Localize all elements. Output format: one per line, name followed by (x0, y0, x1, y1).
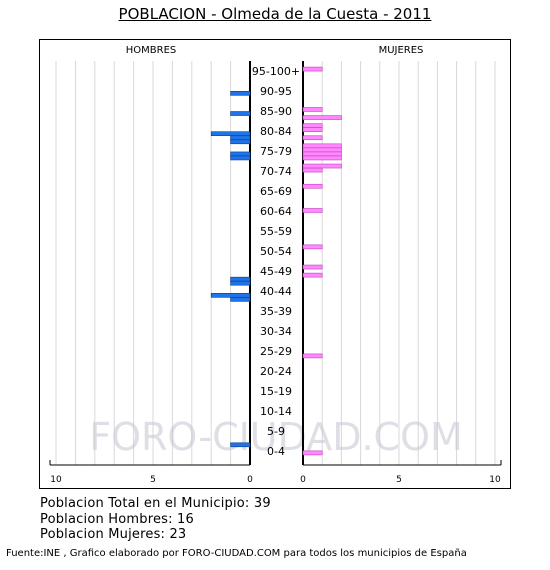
age-label: 45-49 (260, 265, 292, 278)
age-label: 25-29 (260, 345, 292, 358)
bar-mujeres (302, 66, 323, 72)
age-label: 85-90 (260, 105, 292, 118)
bar-mujeres (302, 244, 323, 250)
bar-mujeres (302, 272, 323, 278)
age-label: 50-54 (260, 245, 292, 258)
bar-hombres (230, 442, 251, 448)
bar-hombres (230, 139, 251, 145)
x-tick-label: 5 (396, 475, 402, 485)
bar-mujeres (302, 353, 323, 359)
bar-mujeres (302, 127, 323, 132)
bar-hombres (230, 91, 251, 96)
header-hombres: HOMBRES (126, 45, 177, 56)
age-label: 65-69 (260, 185, 292, 198)
population-pyramid: FORO-CIUDAD.COM HOMBRES MUJERES 10 5 0 0 5 10 95-… (49, 45, 502, 485)
age-label: 30-34 (260, 325, 292, 338)
age-label: 15-19 (260, 385, 292, 398)
age-label: 70-74 (260, 165, 292, 178)
bar-hombres (210, 131, 251, 137)
bar-hombres (230, 135, 251, 141)
population-summary: Poblacion Total en el Municipio: 39 Pobl… (40, 496, 271, 543)
bar-mujeres (302, 155, 342, 161)
bar-mujeres (302, 143, 342, 149)
source-footer: Fuente:INE , Grafico elaborado por FORO-… (6, 548, 467, 559)
x-tick-label: 0 (300, 475, 306, 485)
bar-hombres (230, 155, 251, 161)
age-label: 90-95 (260, 85, 292, 98)
x-tick-label: 5 (150, 475, 156, 485)
x-tick-label: 0 (247, 475, 253, 485)
summary-hombres: Poblacion Hombres: 16 (40, 511, 194, 527)
age-label: 80-84 (260, 125, 292, 138)
bar-mujeres (302, 208, 323, 213)
bar-mujeres (302, 107, 323, 112)
age-label: 75-79 (260, 145, 292, 158)
bar-mujeres (302, 450, 323, 456)
bar-mujeres (302, 264, 323, 270)
bar-hombres (230, 276, 251, 282)
bar-hombres (230, 151, 251, 157)
age-label: 60-64 (260, 205, 292, 218)
bar-hombres (230, 297, 251, 302)
summary-total: Poblacion Total en el Municipio: 39 (40, 496, 271, 511)
age-label: 95-100+ (252, 65, 300, 78)
summary-mujeres: Poblacion Mujeres: 23 (40, 527, 187, 542)
bar-mujeres (302, 151, 342, 157)
header-mujeres: MUJERES (379, 45, 424, 56)
age-label: 10-14 (260, 405, 292, 418)
x-tick-label: 10 (50, 475, 62, 485)
age-label: 55-59 (260, 225, 292, 238)
bar-mujeres (302, 115, 342, 120)
bar-mujeres (302, 163, 342, 169)
age-label: 5-9 (267, 425, 285, 438)
age-label: 20-24 (260, 365, 292, 378)
bar-mujeres (302, 147, 342, 153)
bar-hombres (230, 111, 251, 116)
bar-hombres (230, 280, 251, 286)
age-label: 0-4 (267, 445, 285, 458)
watermark-text: FORO-CIUDAD.COM (89, 415, 463, 459)
bar-mujeres (302, 135, 323, 141)
age-label: 40-44 (260, 285, 292, 298)
x-tick-label: 10 (489, 475, 501, 485)
bar-mujeres (302, 183, 323, 189)
pyramid-panel: FORO-CIUDAD.COM HOMBRES MUJERES 10 5 0 0 5 10 95-… (39, 39, 511, 489)
bar-mujeres (302, 123, 323, 128)
age-label: 35-39 (260, 305, 292, 318)
bar-hombres (210, 293, 251, 298)
bar-mujeres (302, 167, 323, 173)
chart-title: POBLACION - Olmeda de la Cuesta - 2011 (118, 5, 432, 23)
